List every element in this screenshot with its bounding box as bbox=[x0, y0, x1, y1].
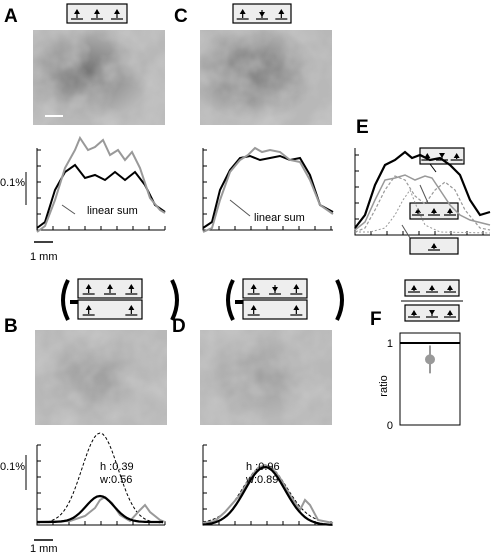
fit-height: h :0.96 bbox=[246, 461, 280, 473]
fit-width: w:0.56 bbox=[99, 474, 132, 486]
shape bbox=[200, 330, 332, 425]
shape bbox=[202, 445, 333, 526]
shape bbox=[239, 9, 246, 14]
annotation: linear sum bbox=[254, 212, 305, 224]
shape bbox=[447, 208, 453, 213]
y-tick-label: 1 bbox=[387, 338, 393, 350]
shape bbox=[439, 153, 445, 158]
shape bbox=[202, 146, 334, 233]
shape bbox=[419, 184, 429, 204]
shape bbox=[293, 305, 300, 310]
data-point bbox=[425, 354, 435, 365]
shape bbox=[354, 150, 491, 229]
shape bbox=[354, 148, 490, 236]
shape bbox=[85, 305, 92, 310]
shape bbox=[429, 285, 435, 290]
shape bbox=[447, 310, 453, 315]
panel-label: D bbox=[172, 316, 186, 337]
fit-height: h :0.39 bbox=[100, 461, 134, 473]
shape bbox=[250, 284, 257, 289]
shape bbox=[401, 224, 411, 239]
shape bbox=[259, 12, 265, 17]
shape bbox=[354, 175, 491, 233]
shape bbox=[411, 310, 417, 315]
layout bbox=[25, 3, 491, 541]
shape bbox=[128, 305, 135, 310]
shape bbox=[33, 30, 165, 125]
panel-label: B bbox=[4, 316, 18, 337]
shape bbox=[431, 243, 437, 248]
shape bbox=[431, 208, 437, 213]
shape bbox=[61, 204, 76, 215]
scale-label: 0.1% bbox=[0, 177, 25, 189]
shape bbox=[202, 148, 333, 231]
shape bbox=[429, 310, 435, 315]
shape bbox=[429, 163, 437, 173]
shape bbox=[36, 135, 166, 233]
shape bbox=[128, 284, 135, 289]
shape bbox=[447, 285, 453, 290]
shape bbox=[37, 494, 163, 524]
scale-label: 0.1% bbox=[0, 461, 25, 473]
shape bbox=[278, 9, 285, 14]
panel-label: C bbox=[174, 6, 188, 27]
shape bbox=[36, 445, 165, 526]
shape bbox=[411, 285, 417, 290]
y-tick-label: 0 bbox=[387, 420, 393, 432]
fit-width: w:0.89 bbox=[245, 474, 278, 486]
annotation: linear sum bbox=[87, 205, 138, 217]
shape bbox=[293, 284, 300, 289]
shape bbox=[226, 279, 235, 321]
shape bbox=[200, 30, 332, 125]
shape bbox=[202, 463, 334, 524]
shape bbox=[74, 9, 80, 14]
shape bbox=[453, 153, 460, 158]
panel-label: F bbox=[370, 309, 382, 330]
panel-label: E bbox=[356, 117, 369, 138]
shape bbox=[335, 279, 344, 321]
shape bbox=[242, 299, 308, 320]
shape bbox=[36, 495, 166, 523]
shape bbox=[36, 163, 166, 229]
shape bbox=[107, 284, 113, 289]
y-axis-label: ratio bbox=[378, 375, 390, 396]
shape bbox=[36, 148, 165, 231]
shape bbox=[35, 330, 167, 425]
shape bbox=[94, 9, 100, 14]
shape bbox=[415, 208, 421, 213]
shape bbox=[114, 9, 120, 14]
shape bbox=[202, 465, 333, 526]
scale-label: 1 mm bbox=[30, 543, 58, 555]
plot-frame bbox=[399, 332, 461, 426]
shape bbox=[272, 287, 278, 292]
shape bbox=[61, 279, 70, 321]
shape bbox=[354, 174, 491, 231]
shape bbox=[170, 279, 179, 321]
panel-label: A bbox=[4, 6, 18, 27]
shape bbox=[85, 284, 92, 289]
shape bbox=[77, 299, 143, 320]
shape bbox=[202, 154, 334, 229]
shape bbox=[229, 199, 251, 217]
shape bbox=[250, 305, 257, 310]
shape bbox=[36, 432, 164, 524]
scale-label: 1 mm bbox=[30, 251, 58, 263]
